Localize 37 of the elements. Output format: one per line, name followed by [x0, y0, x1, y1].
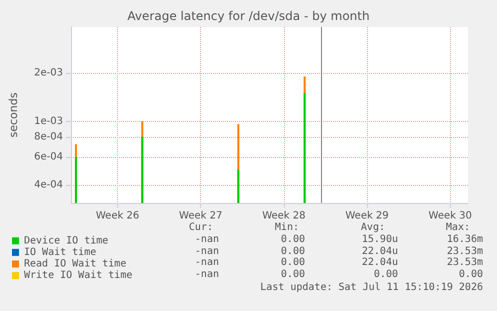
- x-tick-label: Week 26: [96, 210, 140, 222]
- y-tick-label: 6e-04: [34, 151, 63, 162]
- text: 22.04u: [362, 246, 398, 258]
- y-tick-label: 8e-04: [34, 131, 63, 142]
- text: 15.90u: [362, 234, 398, 246]
- x-tick-label: Week 30: [428, 210, 472, 222]
- text: 23.53m: [446, 246, 483, 258]
- legend-label: Read IO Wait time: [24, 258, 126, 270]
- x-tick-label: Week 28: [262, 210, 306, 222]
- legend-label: Write IO Wait time: [24, 270, 132, 282]
- legend-label: Device IO time: [24, 235, 108, 246]
- x-tick-label: Week 29: [345, 210, 389, 222]
- y-axis-title: seconds: [7, 92, 20, 138]
- text: 0.00: [280, 268, 305, 281]
- text: 16.36m: [446, 234, 483, 246]
- text: 0.00: [280, 257, 305, 270]
- y-tick-label: 1e-03: [34, 116, 63, 127]
- text: -nan: [194, 246, 219, 258]
- x-tick-label: Week 27: [179, 210, 222, 222]
- chart-title: Average latency for /dev/sda - by month: [127, 9, 370, 23]
- text: -nan: [194, 234, 219, 246]
- text: 0.00: [458, 268, 483, 281]
- text: Avg:: [360, 222, 385, 234]
- text: -nan: [194, 268, 219, 281]
- text: 0.00: [374, 268, 398, 281]
- text: Cur:: [188, 222, 213, 234]
- text: Max:: [446, 222, 470, 234]
- text: Min:: [274, 222, 299, 234]
- legend-label: IO Wait time: [24, 246, 96, 258]
- y-tick-label: 4e-04: [34, 180, 63, 191]
- text: 22.04u: [362, 257, 398, 270]
- text: 0.00: [280, 234, 305, 246]
- text: Last update: Sat Jul 11 15:10:19 2026: [260, 282, 483, 294]
- text: -nan: [194, 257, 219, 270]
- text: 0.00: [280, 246, 305, 258]
- text: 23.53m: [446, 257, 483, 270]
- y-tick-label: 2e-03: [34, 67, 63, 78]
